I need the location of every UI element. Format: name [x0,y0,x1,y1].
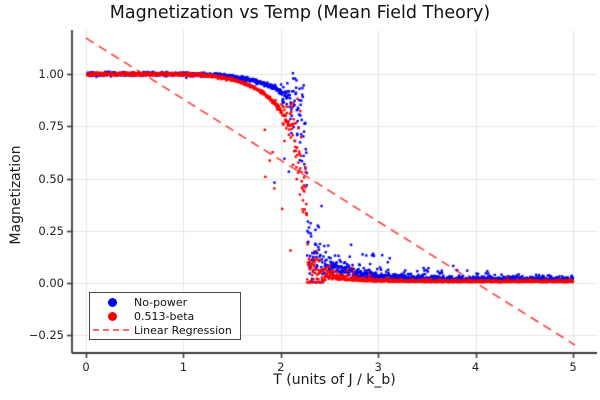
y-tick-label: 0.75 [38,119,64,134]
x-tick-label: 3 [374,360,382,374]
legend-label-no-power: No-power [134,295,188,309]
legend-label-regression: Linear Regression [134,323,232,337]
x-tick-label: 4 [471,360,480,374]
x-tick-label: 2 [277,360,285,374]
legend-label-beta: 0.513-beta [134,309,195,323]
legend-item-no-power: No-power [90,295,240,309]
x-tick-label: 5 [569,360,577,374]
dashed-line-icon [93,329,131,331]
y-tick-label: −0.25 [28,328,64,343]
x-tick-label: 1 [179,360,188,374]
y-tick-label: 0.50 [38,171,64,186]
y-tick-label: 0.25 [38,223,64,238]
x-axis-label: T (units of J / k_b) [273,372,396,388]
chart-title: Magnetization vs Temp (Mean Field Theory… [109,3,491,23]
no-power-marker-icon [107,297,117,307]
legend: No-power 0.513-beta Linear Regression [89,292,241,340]
y-tick-label: 1.00 [38,67,64,81]
legend-item-beta: 0.513-beta [90,309,240,323]
legend-item-regression: Linear Regression [90,323,240,337]
x-tick-label: 0 [82,360,90,374]
beta-marker-icon [107,311,117,321]
y-tick-label: 0.00 [38,276,64,290]
